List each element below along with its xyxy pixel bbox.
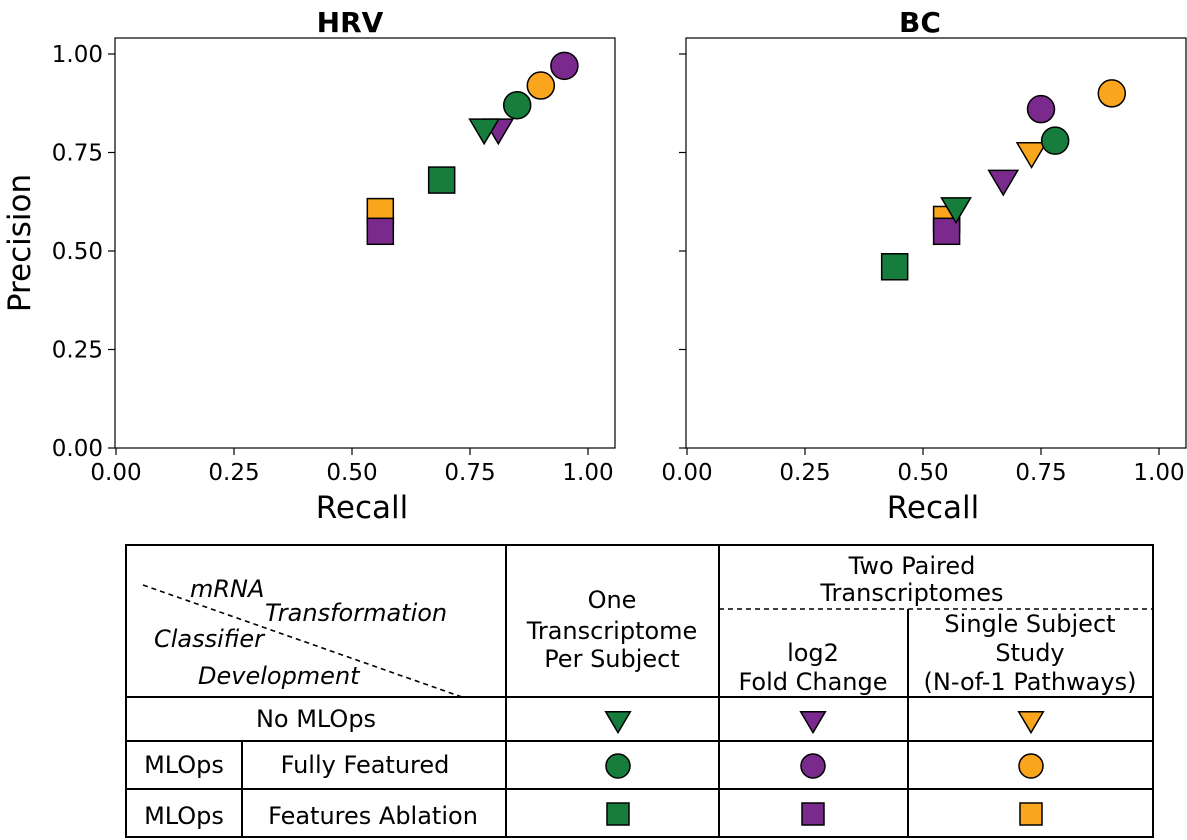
hrv-ytick-label: 0.75 <box>52 141 103 167</box>
col-log2-line1: log2 <box>787 639 839 667</box>
bc-xtick-label: 0.25 <box>779 460 830 486</box>
bc-point-square-green <box>880 253 909 281</box>
legend-marker-square-green <box>606 802 630 826</box>
col-one-line1: One <box>588 586 637 614</box>
hrv-ytick-label: 0.00 <box>52 436 103 462</box>
hrv-panel: HRV 0.00 0.25 0.50 0.75 1.00 0.00 0.25 0.50 0.75… <box>2 6 616 526</box>
hrv-xtick-label: 0.75 <box>444 460 495 486</box>
bc-points <box>880 79 1127 281</box>
bc-xtick-label: 0.50 <box>897 460 948 486</box>
row-no-mlops-label: No MLOps <box>256 705 376 733</box>
legend-marker-triangle-orange <box>1017 711 1045 735</box>
bc-point-triangle-green <box>940 197 972 225</box>
hrv-ytick-label: 0.25 <box>52 338 103 364</box>
legend-markers <box>604 711 1045 826</box>
bc-xtick-label: 1.00 <box>1133 460 1184 486</box>
hrv-xtick-label: 0.00 <box>90 460 141 486</box>
row-fully-featured-mlops: MLOps <box>144 751 224 779</box>
corner-mrna: mRNA <box>190 575 264 603</box>
bc-xlabel: Recall <box>887 490 980 526</box>
hrv-ticks: 0.00 0.25 0.50 0.75 1.00 0.00 0.25 0.50 0.75 1.00 <box>52 42 614 486</box>
hrv-point-circle-orange <box>526 71 556 100</box>
bc-ticks: 0.00 0.25 0.50 0.75 1.00 <box>661 53 1185 486</box>
bc-panel: BC 0.00 0.25 0.50 0.75 1.00 Recall <box>661 6 1187 526</box>
legend-marker-square-purple <box>801 802 825 826</box>
corner-development: Development <box>198 662 361 690</box>
corner-classifier: Classifier <box>154 625 266 653</box>
hrv-ytick-label: 0.50 <box>52 239 103 265</box>
bc-point-triangle-orange <box>1015 142 1048 169</box>
hrv-xtick-label: 1.00 <box>562 460 613 486</box>
bc-point-circle-orange <box>1097 79 1127 108</box>
hrv-point-square-purple <box>366 217 395 246</box>
legend-marker-circle-green <box>605 753 631 779</box>
hrv-point-circle-purple <box>550 51 579 81</box>
col-one-line3: Per Subject <box>544 645 680 673</box>
bc-point-square-purple <box>932 217 961 246</box>
bc-point-circle-green <box>1040 126 1070 155</box>
col-sss-line1: Single Subject <box>944 610 1115 638</box>
hrv-point-circle-green <box>502 90 532 120</box>
hrv-xlabel: Recall <box>316 490 409 526</box>
hrv-plot-frame <box>114 37 616 449</box>
corner-diagonal <box>142 584 463 698</box>
legend-marker-square-orange <box>1019 802 1043 826</box>
row-fully-featured-label: Fully Featured <box>281 751 450 779</box>
col-group-line1: Two Paired <box>848 552 976 580</box>
bc-xtick-label: 0.00 <box>661 460 712 486</box>
hrv-points <box>366 51 579 246</box>
legend-table: mRNA Transformation Classifier Developme… <box>125 544 1154 838</box>
bc-point-circle-purple <box>1026 94 1056 124</box>
legend-marker-triangle-purple <box>799 711 827 735</box>
col-one-line2: Transcriptome <box>526 617 698 645</box>
row-ablation-mlops: MLOps <box>144 802 224 830</box>
hrv-title: HRV <box>317 6 384 39</box>
bc-plot-frame <box>685 37 1187 449</box>
hrv-point-triangle-green <box>468 118 501 146</box>
corner-transformation: Transformation <box>265 599 447 627</box>
hrv-ytick-label: 1.00 <box>52 42 103 68</box>
bc-title: BC <box>899 6 941 39</box>
col-log2-line2: Fold Change <box>738 668 887 696</box>
legend-marker-circle-orange <box>1018 753 1044 779</box>
hrv-point-square-green <box>427 166 456 194</box>
legend-marker-triangle-green <box>604 711 632 735</box>
row-ablation-label: Features Ablation <box>268 802 478 830</box>
hrv-ylabel: Precision <box>2 174 38 312</box>
hrv-xtick-label: 0.50 <box>326 460 377 486</box>
bc-point-triangle-purple <box>987 169 1020 197</box>
legend-grid <box>125 544 1154 838</box>
legend-marker-circle-purple <box>800 753 826 779</box>
col-sss-line3: (N-of-1 Pathways) <box>924 668 1137 696</box>
col-sss-line2: Study <box>995 639 1064 667</box>
hrv-xtick-label: 0.25 <box>208 460 259 486</box>
bc-xtick-label: 0.75 <box>1015 460 1066 486</box>
col-group-line2: Transcriptomes <box>819 579 1003 607</box>
